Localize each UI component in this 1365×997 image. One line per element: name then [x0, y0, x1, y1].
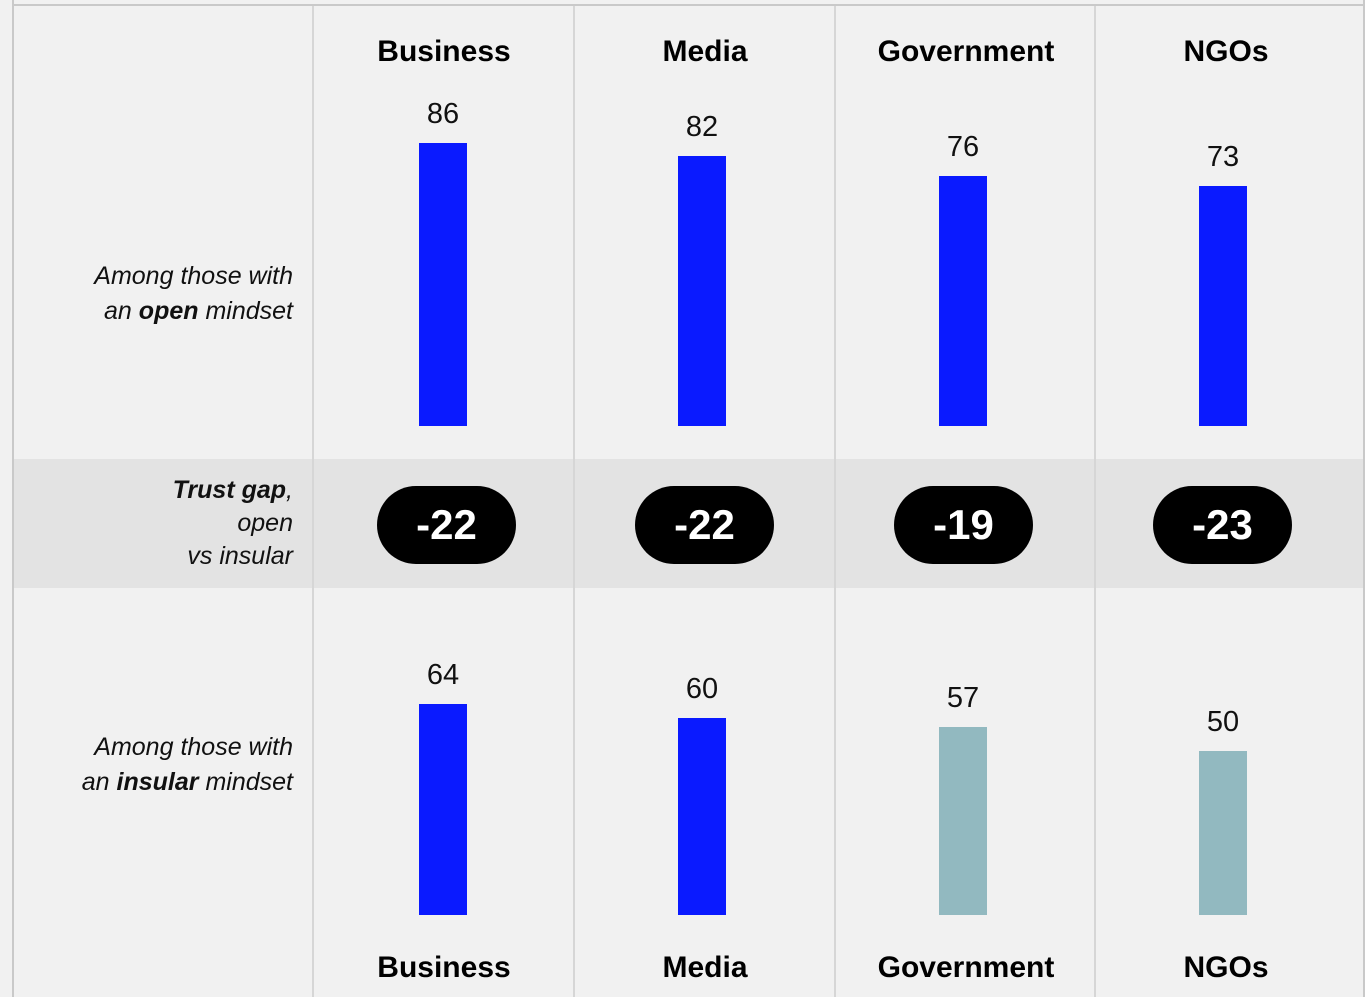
trust-gap-line: open	[237, 509, 293, 537]
row-label-line: an	[104, 297, 139, 325]
trust-gap-comma: ,	[286, 476, 293, 504]
category-label-bottom: NGOs	[1183, 951, 1269, 984]
bar	[678, 156, 726, 426]
row-label-emphasis: insular	[116, 768, 199, 796]
row-label-line: Among those with	[94, 733, 293, 761]
column-divider	[573, 6, 575, 997]
row-label-insular: Among those with an insular mindset	[13, 730, 293, 800]
trust-gap-title: Trust gap	[172, 476, 287, 504]
bar	[419, 704, 467, 915]
category-label-top: Media	[662, 35, 748, 68]
category-label-bottom: Media	[662, 951, 748, 984]
category-label-top: NGOs	[1183, 35, 1269, 68]
bar-value-label: 82	[685, 111, 719, 144]
row-label-line: an	[81, 768, 117, 796]
bar	[939, 727, 987, 915]
row-label-open: Among those with an open mindset	[13, 259, 293, 329]
left-border	[12, 0, 14, 997]
bar-value-label: 64	[426, 659, 460, 692]
bar-value-label: 50	[1206, 705, 1240, 738]
category-label-top: Government	[877, 35, 1055, 68]
bar	[678, 717, 726, 915]
bar-value-label: 57	[946, 682, 980, 715]
trust-gap-line: vs insular	[187, 542, 293, 570]
trust-gap-label: Trust gap, open vs insular	[12, 474, 293, 573]
bar	[1199, 750, 1247, 915]
bar-value-label: 86	[426, 98, 460, 131]
category-label-top: Business	[377, 35, 511, 68]
column-divider	[312, 6, 314, 997]
trust-gap-pill: -22	[377, 486, 516, 564]
right-border	[1363, 0, 1365, 997]
bar-value-label: 76	[946, 130, 980, 163]
top-border	[12, 4, 1365, 6]
row-label-line: mindset	[198, 768, 293, 796]
bar	[1199, 185, 1247, 426]
trust-gap-pill: -23	[1153, 486, 1292, 564]
row-label-line: mindset	[198, 297, 293, 325]
trust-gap-pill: -19	[894, 486, 1033, 564]
row-label-emphasis: open	[138, 297, 199, 325]
trust-gap-pill: -22	[635, 486, 774, 564]
category-label-bottom: Government	[877, 951, 1055, 984]
bar-value-label: 73	[1206, 140, 1240, 173]
column-divider	[1094, 6, 1096, 997]
row-label-line: Among those with	[94, 262, 293, 290]
column-divider	[834, 6, 836, 997]
bar	[419, 143, 467, 426]
category-label-bottom: Business	[377, 951, 511, 984]
bar-value-label: 60	[685, 672, 719, 705]
bar	[939, 175, 987, 426]
